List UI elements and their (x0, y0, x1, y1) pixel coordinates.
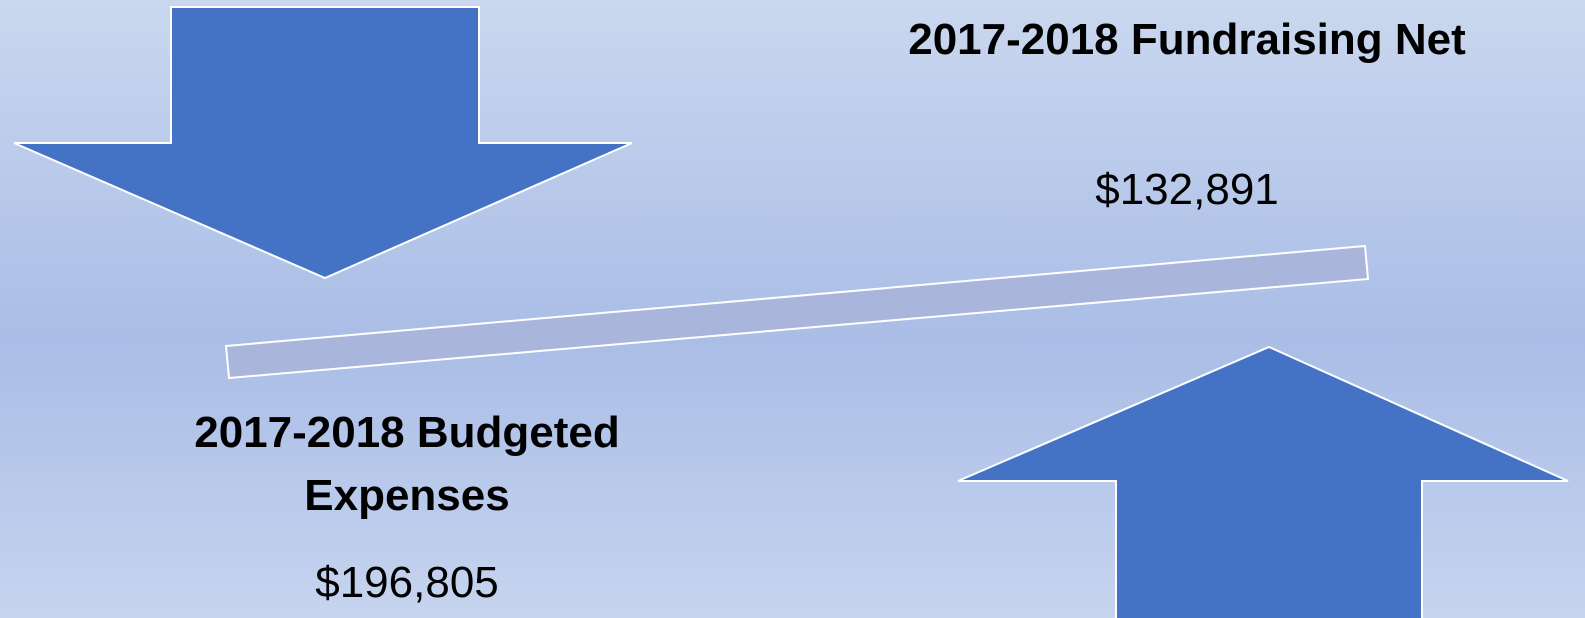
budget-title: 2017-2018 Budgeted Expenses (194, 408, 620, 520)
fundraising-amount: $132,891 (1095, 165, 1279, 214)
down-arrow (13, 6, 633, 280)
up-arrow (957, 345, 1569, 618)
fundraising-title: 2017-2018 Fundraising Net (908, 15, 1466, 64)
balance-beam (224, 244, 1370, 380)
budget-amount: $196,805 (315, 558, 499, 607)
